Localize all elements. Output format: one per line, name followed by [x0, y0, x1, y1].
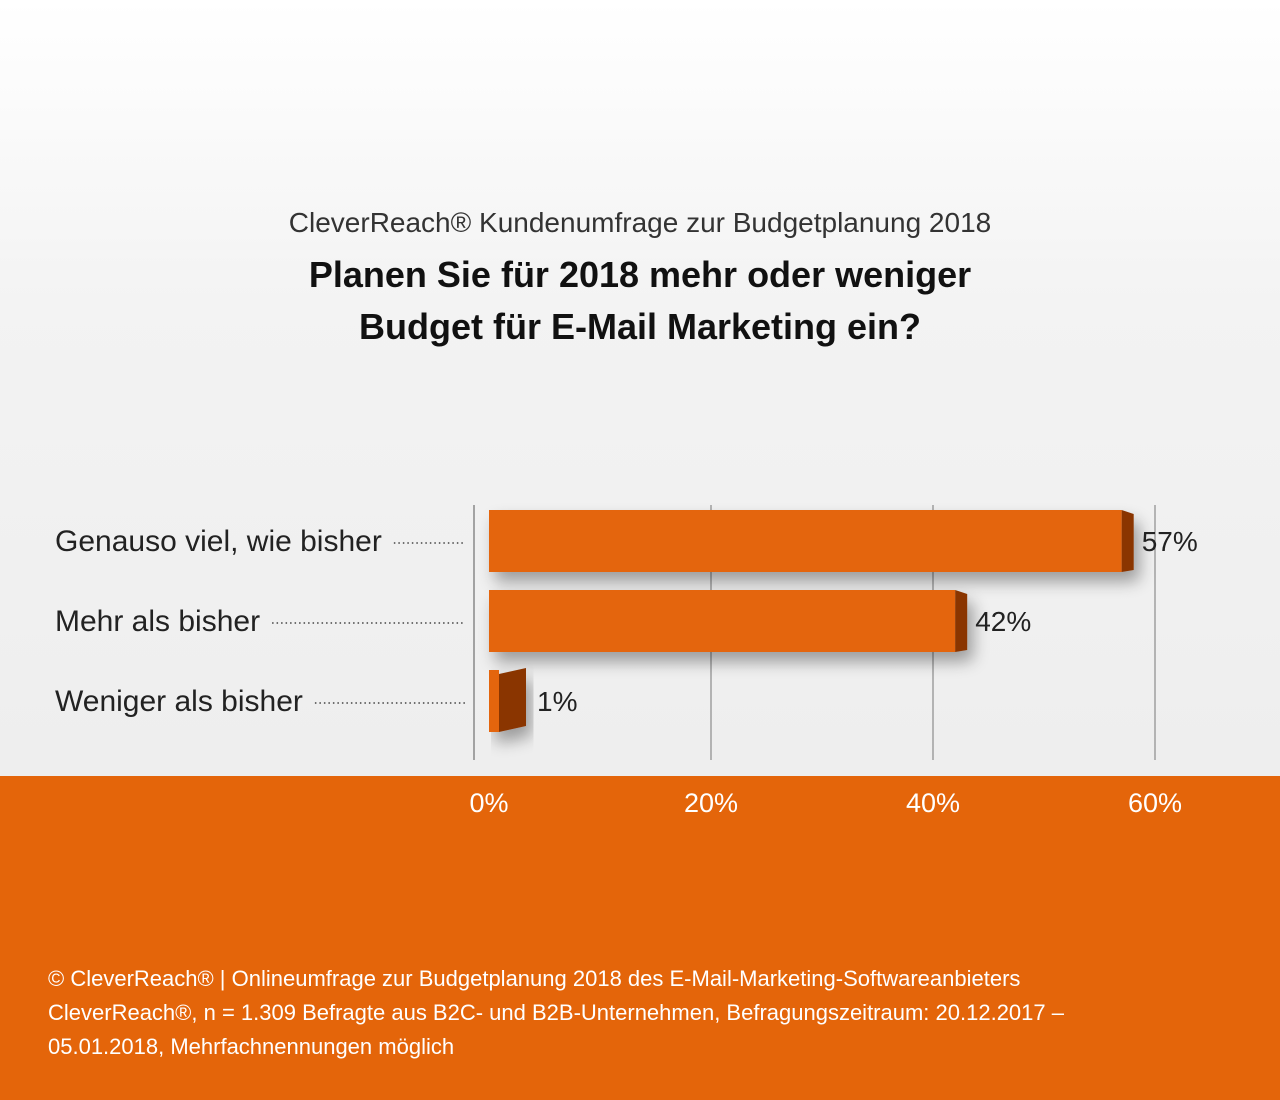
- category-label-3: Weniger als bisher: [55, 685, 303, 718]
- x-tick-label-0: 0%: [469, 788, 508, 818]
- source-note: © CleverReach® | Onlineumfrage zur Budge…: [48, 962, 1228, 1064]
- bar-side-1: [1121, 510, 1134, 572]
- bar-3: [489, 670, 499, 732]
- source-line-1: © CleverReach® | Onlineumfrage zur Budge…: [48, 966, 1021, 991]
- x-tick-label-60: 60%: [1128, 788, 1182, 818]
- chart-title: Planen Sie für 2018 mehr oder weniger Bu…: [0, 249, 1280, 353]
- value-label-1: 57%: [1142, 526, 1198, 557]
- x-tick-label-40: 40%: [906, 788, 960, 818]
- label-layer: 0% 20% 40% 60% 57% Genauso viel, wie bisher 42…: [55, 525, 1198, 818]
- bar-side-2: [955, 590, 968, 652]
- bar-1: [489, 510, 1122, 572]
- chart-subtitle: CleverReach® Kundenumfrage zur Budgetpla…: [288, 207, 992, 238]
- chart-title-line-2: Budget für E-Mail Marketing ein?: [358, 306, 922, 347]
- chart-header: CleverReach® Kundenumfrage zur Budgetpla…: [0, 205, 1280, 353]
- bar-group-2: [489, 590, 968, 652]
- bar-layer: [489, 510, 1134, 732]
- value-label-2: 42%: [975, 606, 1031, 637]
- bar-2: [489, 590, 956, 652]
- category-label-1: Genauso viel, wie bisher: [55, 525, 382, 558]
- chart-title-line-1: Planen Sie für 2018 mehr oder weniger: [308, 254, 972, 295]
- x-tick-label-20: 20%: [684, 788, 738, 818]
- source-line-3: 05.01.2018, Mehrfachnennungen möglich: [48, 1034, 455, 1059]
- bar-side-3: [499, 668, 526, 732]
- bar-group-3: [489, 668, 526, 732]
- bar-group-1: [489, 510, 1134, 572]
- source-line-2: CleverReach®, n = 1.309 Befragte aus B2C…: [48, 1000, 1064, 1025]
- footer-band: [0, 776, 1280, 1100]
- category-label-2: Mehr als bisher: [55, 605, 260, 638]
- value-label-3: 1%: [537, 686, 577, 717]
